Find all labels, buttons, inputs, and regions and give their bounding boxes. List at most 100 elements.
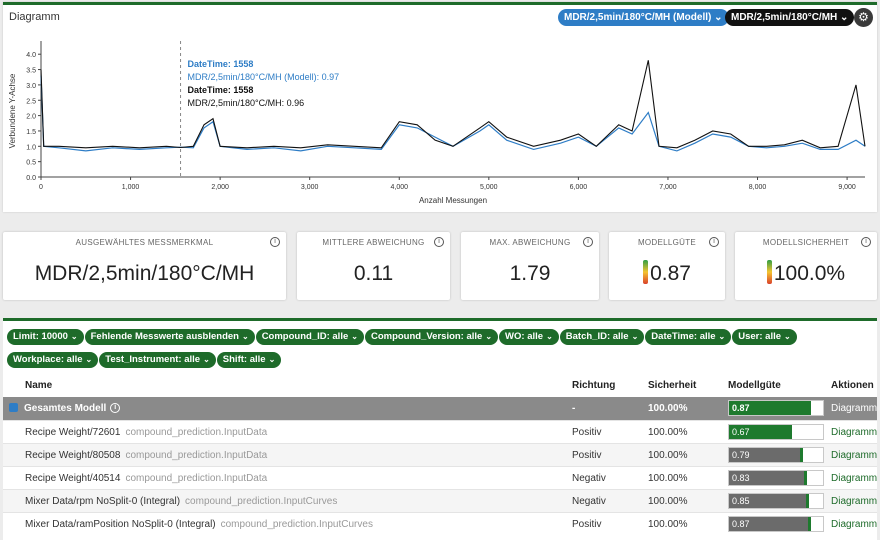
chevron-down-icon: ⌄: [784, 332, 791, 341]
filter-pill[interactable]: WO: alle ⌄: [499, 329, 559, 345]
diagram-link[interactable]: Diagramm: [831, 403, 878, 414]
filter-pill[interactable]: Batch_ID: alle ⌄: [559, 329, 645, 345]
row-source: compound_prediction.InputCurves: [185, 496, 338, 507]
table-row[interactable]: Recipe Weight/80508 compound_prediction.I…: [3, 443, 877, 466]
row-name-text: Mixer Data/ramPosition NoSplit-0 (Integr…: [25, 519, 216, 530]
y-tick-label: 1.0: [26, 144, 36, 151]
filter-pill[interactable]: Limit: 10000 ⌄: [7, 329, 84, 345]
actual-series-label: MDR/2,5min/180°C/MH: [731, 12, 838, 23]
diagram-link[interactable]: Diagramm: [831, 427, 878, 438]
filter-pill[interactable]: Shift: alle ⌄: [216, 352, 282, 368]
filter-pill[interactable]: Compound_Version: alle ⌄: [364, 329, 499, 345]
filter-pill[interactable]: Test_Instrument: alle ⌄: [99, 352, 216, 368]
table-row[interactable]: Mixer Data/ramPosition NoSplit-0 (Integr…: [3, 512, 877, 535]
row-source: compound_prediction.InputData: [125, 473, 268, 484]
actual-series-selector[interactable]: MDR/2,5min/180°C/MH ⌄: [725, 9, 855, 26]
actual-series-line: [40, 60, 866, 149]
kpi-value-wrap: 0.87: [609, 260, 725, 286]
filter-pill[interactable]: Compound_ID: alle ⌄: [255, 329, 364, 345]
info-icon[interactable]: i: [270, 237, 280, 247]
diagram-link[interactable]: Diagramm: [831, 496, 878, 507]
quality-value: 0.83: [732, 473, 750, 483]
row-certainty: 100.00%: [648, 519, 688, 530]
info-icon[interactable]: i: [709, 237, 719, 247]
row-certainty: 100.00%: [648, 450, 688, 461]
info-icon[interactable]: i: [434, 237, 444, 247]
model-series-selector[interactable]: MDR/2,5min/180°C/MH (Modell) ⌄: [558, 9, 729, 26]
line-chart[interactable]: 0.0 0.5 1.0 1.5 2.0 2.5 3.0 3.5 4.0 0 1,000 2,000 3,…: [3, 27, 877, 213]
header-quality[interactable]: Modellgüte: [728, 380, 781, 391]
chevron-down-icon: ⌄: [631, 332, 639, 341]
header-certainty[interactable]: Sicherheit: [648, 380, 697, 391]
row-certainty: 100.00%: [648, 473, 688, 484]
quality-value: 0.67: [732, 427, 750, 437]
row-name-text: Recipe Weight/40514: [25, 473, 121, 484]
filter-pill[interactable]: User: alle ⌄: [732, 329, 797, 345]
diagram-link[interactable]: Diagramm: [831, 450, 878, 461]
filter-pill-label: Limit: 10000: [13, 331, 68, 342]
kpi-selected-feature: AUSGEWÄHLTES MESSMERKMAL i MDR/2,5min/18…: [3, 232, 286, 300]
y-axis-label: Verbundene Y-Achse: [8, 73, 17, 148]
quality-value: 0.85: [732, 496, 750, 506]
kpi-value: 0.11: [353, 262, 394, 285]
diagram-link[interactable]: Diagramm: [831, 473, 878, 484]
gear-icon[interactable]: ⚙: [854, 8, 873, 27]
table-row[interactable]: Recipe Weight/72601 compound_prediction.I…: [3, 420, 877, 443]
chart-panel-title: Diagramm: [9, 11, 60, 23]
x-tick-label: 8,000: [749, 184, 767, 191]
header-name[interactable]: Name: [25, 380, 53, 391]
chevron-down-icon: ⌄: [241, 332, 249, 341]
x-tick-label: 3,000: [301, 184, 319, 191]
filter-pill[interactable]: DateTime: alle ⌄: [645, 329, 732, 345]
diagram-link[interactable]: Diagramm: [831, 519, 878, 530]
x-tick-label: 0: [39, 184, 43, 191]
filter-pill[interactable]: Workplace: alle ⌄: [7, 352, 99, 368]
row-name: Recipe Weight/40514 compound_prediction.I…: [25, 467, 267, 490]
quality-bar: 0.85: [728, 493, 824, 509]
series-color-swatch: [9, 402, 18, 412]
row-name: Recipe Weight/80508 compound_prediction.I…: [25, 444, 267, 467]
quality-bar: 0.79: [728, 447, 824, 463]
filter-pill-label: Test_Instrument: alle: [105, 354, 201, 365]
kpi-value: 0.87: [650, 262, 691, 285]
header-actions: Aktionen: [831, 380, 874, 391]
x-tick-label: 4,000: [390, 184, 408, 191]
row-source: compound_prediction.InputData: [125, 450, 268, 461]
x-tick-label: 2,000: [211, 184, 229, 191]
row-source: compound_prediction.InputData: [125, 427, 268, 438]
y-tick-label: 0.0: [26, 175, 36, 182]
filter-pill-label: Compound_Version: alle: [370, 331, 483, 342]
quality-value: 0.87: [732, 403, 750, 413]
row-certainty: 100.00%: [648, 496, 688, 507]
header-direction[interactable]: Richtung: [572, 380, 616, 391]
kpi-label: MAX. ABWEICHUNG: [489, 238, 571, 247]
tooltip-line: MDR/2,5min/180°C/MH: 0.96: [188, 98, 305, 108]
info-icon[interactable]: i: [110, 403, 121, 414]
y-tick-label: 3.0: [26, 83, 36, 90]
filter-pill-label: Compound_ID: alle: [261, 331, 349, 342]
row-name: Gesamtes Modell i: [9, 397, 121, 420]
quality-bar-fill: [729, 448, 804, 462]
table-row-total[interactable]: Gesamtes Modell i - 100.00% 0.87 Diagramm: [3, 397, 877, 420]
kpi-label: MITTLERE ABWEICHUNG: [322, 238, 425, 247]
filter-pill-label: Fehlende Messwerte ausblenden: [90, 331, 239, 342]
x-tick-label: 6,000: [570, 184, 588, 191]
kpi-label: MODELLSICHERHEIT: [762, 238, 850, 247]
chevron-down-icon: ⌄: [351, 332, 358, 341]
y-tick-label: 0.5: [26, 160, 36, 167]
kpi-max-deviation: MAX. ABWEICHUNG i 1.79: [461, 232, 599, 300]
row-name-text: Recipe Weight/80508: [25, 450, 121, 461]
table-row[interactable]: Mixer Data/rpm NoSplit-0 (Integral) compo…: [3, 489, 877, 512]
table-row[interactable]: Recipe Weight/40514 compound_prediction.I…: [3, 466, 877, 489]
filter-pill[interactable]: Fehlende Messwerte ausblenden ⌄: [84, 329, 255, 345]
chevron-down-icon: ⌄: [85, 355, 93, 364]
y-tick-label: 2.0: [26, 114, 36, 121]
info-icon[interactable]: i: [861, 237, 871, 247]
row-certainty: 100.00%: [648, 427, 688, 438]
info-icon[interactable]: i: [583, 237, 593, 247]
row-direction: Positiv: [572, 450, 602, 461]
x-tick-label: 5,000: [480, 184, 498, 191]
row-name: Mixer Data/rpm NoSplit-0 (Integral) compo…: [25, 490, 337, 513]
model-series-line: [40, 75, 866, 152]
kpi-model-quality: MODELLGÜTE i 0.87: [609, 232, 725, 300]
